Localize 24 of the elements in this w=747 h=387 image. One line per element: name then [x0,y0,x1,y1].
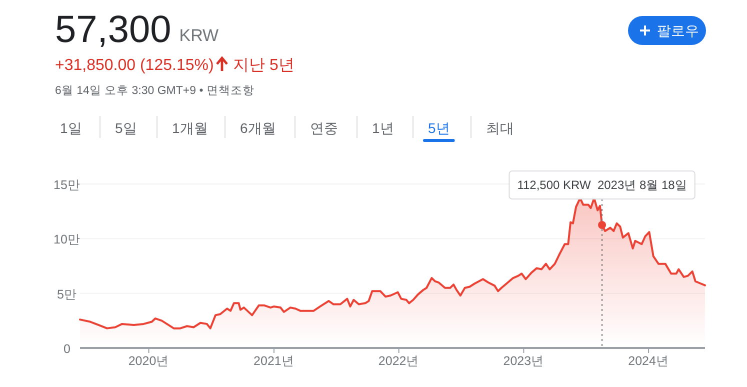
text: KRW [179,26,219,45]
text: 6개월 [240,120,276,136]
text: 연중 [310,120,338,136]
text: 1일 [60,120,82,136]
text: 1년 [372,120,394,136]
x-tick-label: 2020년 [128,354,170,368]
y-tick-label: 0 [64,342,71,356]
x-tick-label: 2022년 [378,354,420,368]
text: 지난 5년 [233,57,294,74]
text: 5년 [428,120,450,136]
text: 6월 14일 오후 3:30 GMT+9 • 면책조항 [55,85,254,97]
text: 최대 [486,120,514,136]
text: 팔로우 [657,22,699,38]
text: 5일 [115,120,137,136]
text: 1개월 [172,120,208,136]
y-tick-label: 10만 [54,232,80,247]
x-tick-label: 2023년 [503,354,544,368]
annotation: 112,500 KRW 2023년 8월 18일 [517,178,687,192]
y-tick-label: 15만 [54,178,80,192]
text: 57,300 [55,9,172,51]
y-tick-label: 5만 [57,287,77,302]
x-tick-label: 2021년 [254,354,294,368]
x-tick-label: 2024년 [628,354,669,368]
text: +31,850.00 (125.15%) [55,57,214,74]
